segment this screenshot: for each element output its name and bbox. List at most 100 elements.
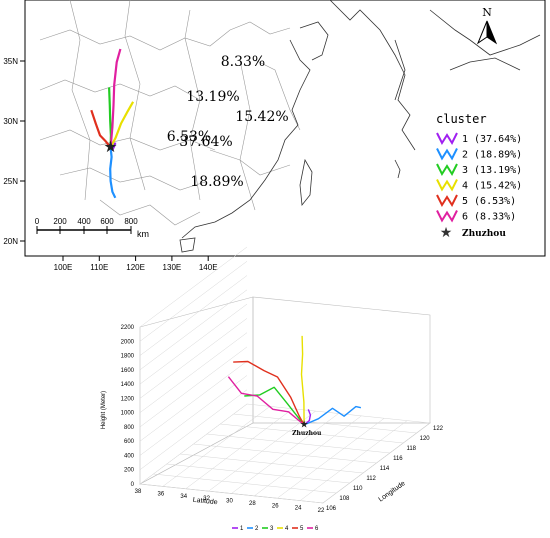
map-x-tick-label: 120E <box>126 263 145 272</box>
3d-legend-label-5: 5 <box>300 526 304 532</box>
3d-longitude-tick-label: 106 <box>326 506 337 512</box>
3d-latitude-tick-label: 26 <box>272 503 279 509</box>
map-trajectory-cluster-6 <box>109 48 122 148</box>
scale-bar-tick-label: 800 <box>124 217 138 226</box>
trajectory-3d-chart: 0 200 400 600 800 1000 1200 1400 1600 1800 2000 220… <box>101 246 444 532</box>
scale-bar-tick-label: 200 <box>53 217 67 226</box>
3d-gridline <box>139 375 248 456</box>
3d-height-tick-label: 400 <box>124 453 135 459</box>
legend-label-cluster-2: 2 (18.89%) <box>462 150 522 161</box>
legend-site-label: Zhuzhou <box>462 229 506 239</box>
3d-trajectory-4 <box>300 335 305 425</box>
height-axis-label: Height (Meter) <box>101 391 107 429</box>
map-trajectory-cluster-5 <box>90 109 112 149</box>
map-percent-label-4: 15.42% <box>235 109 288 125</box>
north-arrow-icon <box>476 20 498 45</box>
3d-trajectories <box>227 335 362 426</box>
3d-latitude-tick-label: 24 <box>295 506 302 512</box>
3d-gridlines <box>139 246 431 504</box>
3d-longitude-tick-label: 118 <box>406 446 416 452</box>
map-percent-label-3: 13.19% <box>186 89 239 105</box>
latitude-axis-label: Latitude <box>192 497 218 507</box>
3d-gridline <box>139 246 248 328</box>
legend-swatch-cluster-3-icon <box>436 163 458 177</box>
3d-height-tick-label: 0 <box>131 482 135 488</box>
3d-legend-label-2: 2 <box>255 526 259 532</box>
3d-latitude-tick-label: 28 <box>249 501 256 507</box>
3d-longitude-tick-label: 108 <box>339 496 350 502</box>
map-y-tick-label: 25N <box>3 177 18 186</box>
3d-gridline <box>233 413 417 434</box>
3d-gridline <box>139 275 248 356</box>
legend-swatch-cluster-1-icon <box>436 132 458 146</box>
3d-trajectory-1 <box>303 409 312 426</box>
legend-site-star-icon: ★ <box>440 224 453 240</box>
map-trajectories <box>90 48 135 199</box>
3d-gridline <box>166 463 350 484</box>
3d-height-tick-label: 1000 <box>121 411 135 417</box>
3d-longitude-tick-label: 114 <box>380 466 390 472</box>
3d-site-label: Zhuzhou <box>292 430 322 437</box>
scale-bar-tick-label: 0 <box>35 217 40 226</box>
trajectory-map-chart: 100E 110E 120E 130E 140E 35N 30N 25N 20N 37.64%… <box>3 0 546 272</box>
3d-gridline <box>139 318 248 399</box>
3d-longitude-tick-label: 110 <box>353 486 363 492</box>
3d-latitude-tick-label: 36 <box>158 491 165 497</box>
legend-title: cluster <box>436 112 487 126</box>
map-trajectory-cluster-4 <box>109 101 135 148</box>
3d-latitude-axis: 38 36 34 32 30 28 26 24 22 <box>135 489 325 514</box>
legend-swatch-cluster-5-icon <box>436 194 458 208</box>
3d-height-tick-label: 200 <box>124 468 135 474</box>
map-y-tick-label: 20N <box>3 237 18 246</box>
map-legend: cluster 1 (37.64%) 2 (18.89%) 3 (13.19%) 4 … <box>425 112 543 243</box>
scale-bar-tick-label: 600 <box>100 217 114 226</box>
map-x-tick-label: 130E <box>163 263 182 272</box>
scale-bar <box>36 226 132 234</box>
3d-legend-label-1: 1 <box>240 526 244 532</box>
longitude-axis-label: Longitude <box>378 480 407 503</box>
legend-label-cluster-5: 5 (6.53%) <box>462 196 516 207</box>
legend-swatch-cluster-4-icon <box>436 179 458 192</box>
map-y-tick-label: 35N <box>3 57 18 66</box>
map-y-tick-label: 30N <box>3 117 18 126</box>
3d-gridline <box>139 360 248 442</box>
map-x-axis: 100E 110E 120E 130E 140E <box>54 256 218 272</box>
3d-longitude-tick-label: 116 <box>393 456 403 462</box>
3d-latitude-tick-label: 38 <box>135 489 142 495</box>
map-percent-labels: 37.64% 18.89% 13.19% 15.42% 6.53% 8.33% <box>167 54 289 190</box>
3d-latitude-tick-label: 30 <box>226 499 233 505</box>
north-label: N <box>482 6 492 19</box>
3d-trajectory-2 <box>303 405 362 426</box>
3d-legend-label-4: 4 <box>285 526 289 532</box>
3d-gridline <box>246 403 431 424</box>
3d-gridline <box>139 346 248 428</box>
3d-gridline <box>153 473 337 494</box>
3d-height-tick-label: 2000 <box>121 339 135 345</box>
map-x-tick-label: 110E <box>90 263 108 272</box>
3d-gridline <box>180 453 364 474</box>
scale-bar-labels: 0 200 400 600 800 <box>35 217 138 226</box>
legend-label-cluster-1: 1 (37.64%) <box>462 134 522 145</box>
legend-label-cluster-4: 4 (15.42%) <box>462 181 522 192</box>
3d-gridline <box>139 289 248 371</box>
3d-height-tick-label: 1800 <box>121 354 135 360</box>
3d-latitude-tick-label: 34 <box>180 494 187 500</box>
legend-swatch-cluster-2-icon <box>436 148 458 161</box>
3d-height-tick-label: 800 <box>124 425 135 431</box>
3d-height-tick-label: 1600 <box>121 368 135 374</box>
3d-longitude-tick-label: 120 <box>420 436 431 442</box>
legend-swatch-cluster-6-icon <box>436 210 458 223</box>
map-x-tick-label: 140E <box>199 263 218 272</box>
3d-legend: 1 2 3 4 5 6 <box>232 526 319 532</box>
3d-height-tick-label: 1200 <box>121 396 135 402</box>
3d-trajectory-5 <box>233 360 305 426</box>
3d-legend-label-3: 3 <box>270 526 274 532</box>
map-percent-label-1: 37.64% <box>179 134 232 150</box>
3d-longitude-tick-label: 112 <box>366 476 376 482</box>
scale-bar-tick-label: 400 <box>77 217 91 226</box>
scale-bar-unit: km <box>137 229 149 239</box>
map-trajectory-cluster-2 <box>109 147 117 199</box>
legend-label-cluster-3: 3 (13.19%) <box>462 165 522 176</box>
map-x-tick-label: 100E <box>54 263 73 272</box>
